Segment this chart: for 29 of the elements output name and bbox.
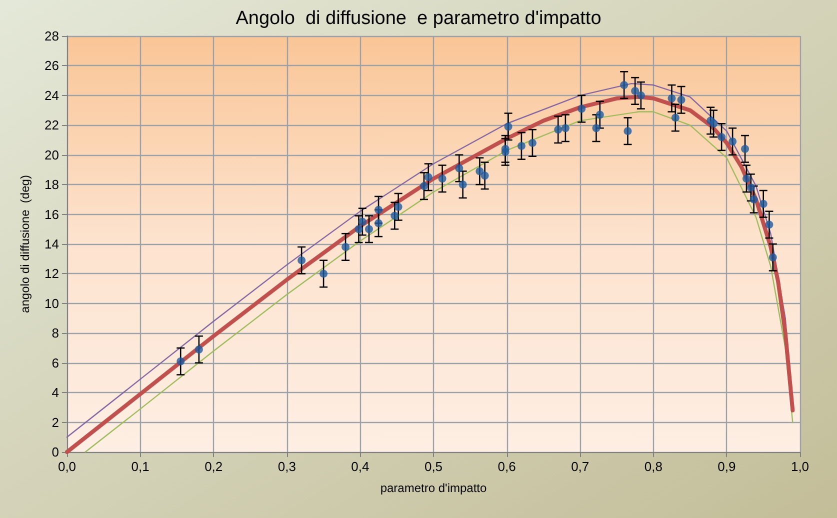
chart-title: Angolo di diffusione e parametro d'impatto	[236, 8, 602, 29]
y-tick-label: 0	[52, 444, 59, 460]
x-tick-label: 0,1	[131, 459, 150, 474]
x-tick-label: 0,7	[571, 459, 590, 474]
y-tick-label: 2	[52, 414, 59, 430]
x-axis-title: parametro d'impatto	[380, 481, 487, 495]
y-tick-label: 20	[44, 147, 59, 162]
x-tick-label: 0,8	[644, 459, 662, 474]
y-tick-label: 18	[44, 177, 59, 192]
y-tick-label: 12	[44, 266, 59, 282]
y-tick-label: 4	[52, 385, 59, 400]
y-tick-label: 6	[52, 355, 59, 370]
y-tick-label: 24	[44, 88, 59, 103]
x-tick-label: 0,5	[424, 459, 443, 474]
y-tick-label: 14	[44, 236, 59, 252]
y-tick-label: 16	[44, 206, 59, 222]
x-tick-label: 1,0	[790, 459, 810, 474]
y-tick-label: 28	[44, 28, 59, 44]
y-tick-label: 26	[44, 58, 59, 74]
x-tick-label: 0,6	[498, 459, 516, 474]
x-tick-label: 0,2	[204, 459, 223, 474]
x-tick-label: 0,3	[278, 459, 296, 474]
y-tick-label: 8	[52, 326, 59, 341]
x-tick-label: 0,4	[351, 459, 370, 474]
x-tick-label: 0,9	[718, 459, 736, 474]
x-tick-label: 0,0	[58, 459, 76, 474]
y-tick-label: 10	[44, 296, 59, 311]
y-tick-label: 22	[44, 118, 59, 133]
y-axis-title: angolo di diffusione (deg)	[18, 175, 32, 313]
